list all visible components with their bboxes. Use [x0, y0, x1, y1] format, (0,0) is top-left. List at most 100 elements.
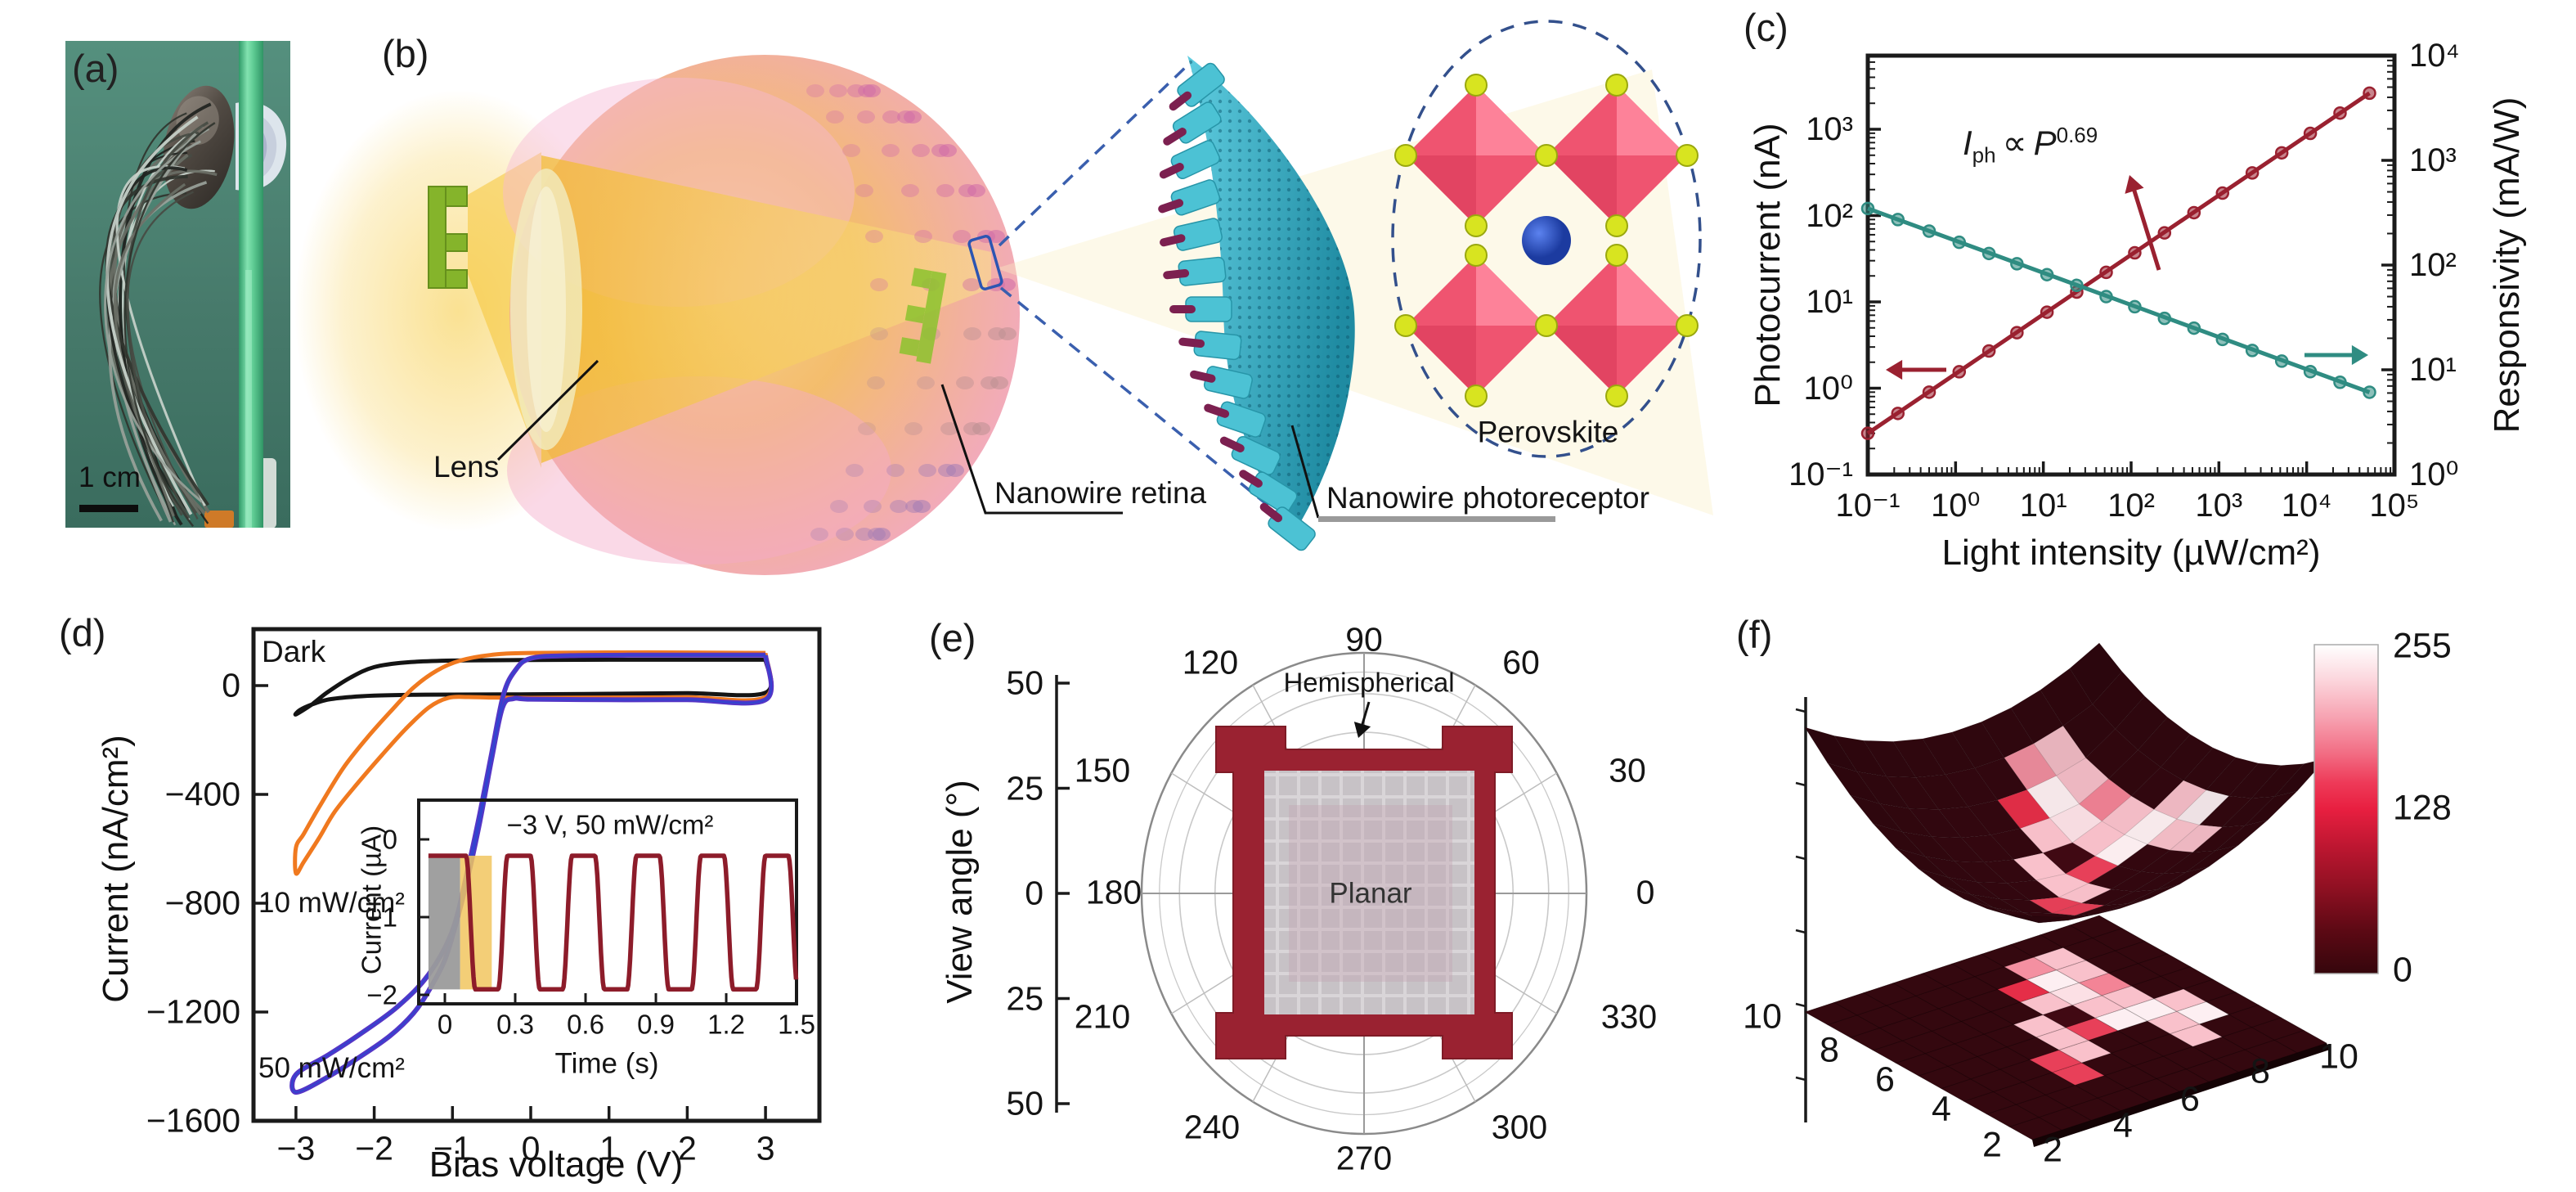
c-x-tick: 10² — [2107, 488, 2155, 524]
e-radial-tick: 25 — [1006, 979, 1043, 1017]
cv-curve-2-overlay — [291, 654, 773, 1094]
e-angle-tick: 330 — [1600, 997, 1658, 1036]
f-y-tick: 8 — [1820, 1030, 1839, 1070]
e-angle-tick: 0 — [1636, 873, 1655, 911]
e-radial-tick: 50 — [1006, 663, 1043, 702]
inset-x-tick: 0 — [437, 1009, 453, 1040]
panel-b-letter: (b) — [382, 32, 429, 75]
e-radial-tick: 0 — [1025, 874, 1043, 912]
inset-time-axis-label: Time (s) — [554, 1047, 659, 1080]
inset-ticks — [419, 838, 798, 1004]
plot-box — [251, 627, 822, 1123]
d-x-tick: −3 — [276, 1129, 316, 1167]
e-angle-tick: 90 — [1345, 620, 1383, 659]
panel-e-letter: (e) — [929, 616, 976, 659]
d-y-tick: −1200 — [146, 992, 240, 1031]
f-colorbar-tick: 255 — [2393, 626, 2452, 666]
c-x-tick: 10¹ — [2019, 488, 2067, 524]
panel-d-letter: (d) — [59, 611, 106, 654]
nanowire-photoreceptor-label: Nanowire photoreceptor — [1326, 481, 1649, 515]
hemispherical-heatmap-surface — [1804, 642, 2328, 924]
d-x-tick: 3 — [756, 1129, 775, 1167]
inset-x-tick: 0.6 — [567, 1009, 604, 1040]
e-angle-tick: 60 — [1502, 643, 1540, 681]
inset-shade-dark-hold — [428, 855, 460, 990]
inset-x-tick: 1.2 — [707, 1009, 745, 1040]
c-y-right-tick: 10³ — [2409, 142, 2457, 178]
f-colorbar-tick: 128 — [2393, 788, 2452, 828]
f-x-tick: 6 — [2180, 1079, 2200, 1119]
planar-region — [1264, 771, 1474, 1014]
c-x-tick: 10⁴ — [2281, 488, 2332, 524]
f-x-tick: 10 — [2319, 1037, 2358, 1077]
e-angle-tick: 240 — [1183, 1108, 1241, 1146]
inset-box — [417, 798, 798, 1005]
light-wedge — [996, 70, 1713, 515]
inset-x-tick: 0.3 — [496, 1009, 534, 1040]
letter-e-object — [428, 186, 468, 289]
a-site-cation — [1522, 216, 1571, 265]
c-x-tick: 10⁵ — [2369, 488, 2420, 524]
planar-label: Planar — [1329, 877, 1412, 910]
c-y-right-tick: 10⁴ — [2409, 38, 2460, 74]
perovskite-label: Perovskite — [1477, 415, 1619, 449]
f-colorbar-tick: 0 — [2393, 950, 2412, 990]
colorbar — [2313, 644, 2379, 974]
d-y-tick: 0 — [222, 666, 240, 704]
lens-leader — [496, 359, 599, 461]
f-x-tick: 8 — [2251, 1051, 2270, 1091]
10mw-series-label: 10 mW/cm² — [258, 887, 405, 919]
view-angle-axis — [1055, 675, 1070, 1113]
d-x-tick: 2 — [677, 1129, 697, 1167]
inset-x-tick: 0.9 — [637, 1009, 675, 1040]
scale-bar-label: 1 cm — [79, 461, 141, 493]
e-angle-tick: 120 — [1182, 643, 1239, 681]
light-cone — [541, 155, 991, 463]
d-x-tick: 0 — [521, 1129, 541, 1167]
c-x-tick: 10³ — [2195, 488, 2243, 524]
planar-heatmap-surface — [1803, 915, 2330, 1147]
nanowire-retina-label: Nanowire retina — [994, 476, 1207, 510]
right-axis-arrow — [2304, 344, 2368, 366]
dark-series-label: Dark — [262, 635, 326, 668]
inverted-e-image — [899, 268, 947, 364]
f-x-tick: 2 — [2043, 1130, 2062, 1170]
hemispherical-label: Hemispherical — [1283, 667, 1455, 698]
inset-square-wave — [427, 853, 799, 992]
bias-voltage-axis-label: Bias voltage (V) — [429, 1145, 684, 1185]
c-y-left-tick: 10² — [1806, 197, 1853, 234]
d-x-tick: −1 — [433, 1129, 472, 1167]
e-angle-tick: 270 — [1335, 1139, 1393, 1177]
annotation-arrow — [2125, 175, 2161, 271]
axis-ticks — [254, 684, 767, 1122]
panel-c-letter: (c) — [1744, 6, 1788, 49]
50mw-series-label: 50 mW/cm² — [258, 1052, 405, 1084]
inset-current-axis-label: Current (µA) — [356, 825, 387, 975]
f-y-tick: 2 — [1982, 1125, 2002, 1165]
photoreceptor-leader — [1290, 425, 1320, 519]
annotation-sub: ph — [1972, 142, 1996, 168]
retina-crescent-texture — [1187, 56, 1355, 533]
c-x-tick: 10⁰ — [1931, 488, 1981, 524]
e-angle-tick: 300 — [1491, 1108, 1548, 1146]
annotation-exp: 0.69 — [2056, 123, 2098, 147]
c-y-right-tick: 10¹ — [2409, 352, 2457, 388]
c-x-tick: 10⁻¹ — [1835, 488, 1901, 524]
e-angle-tick: 210 — [1074, 997, 1131, 1036]
roi-box — [967, 235, 1003, 290]
d-x-tick: 1 — [599, 1129, 619, 1167]
f-y-tick: 6 — [1875, 1059, 1895, 1100]
d-y-tick: −1600 — [146, 1101, 240, 1140]
planar-region-tint — [1289, 805, 1452, 982]
panel-f-letter: (f) — [1736, 613, 1773, 656]
e-radial-tick: 50 — [1006, 1084, 1043, 1122]
nanowire-bundle — [99, 102, 218, 528]
inset-shade-light-on-first — [460, 855, 492, 990]
zoom-line-lower — [999, 286, 1284, 519]
c-y-right-tick: 10² — [2409, 247, 2457, 283]
annotation-op: ∝ — [2002, 124, 2027, 162]
